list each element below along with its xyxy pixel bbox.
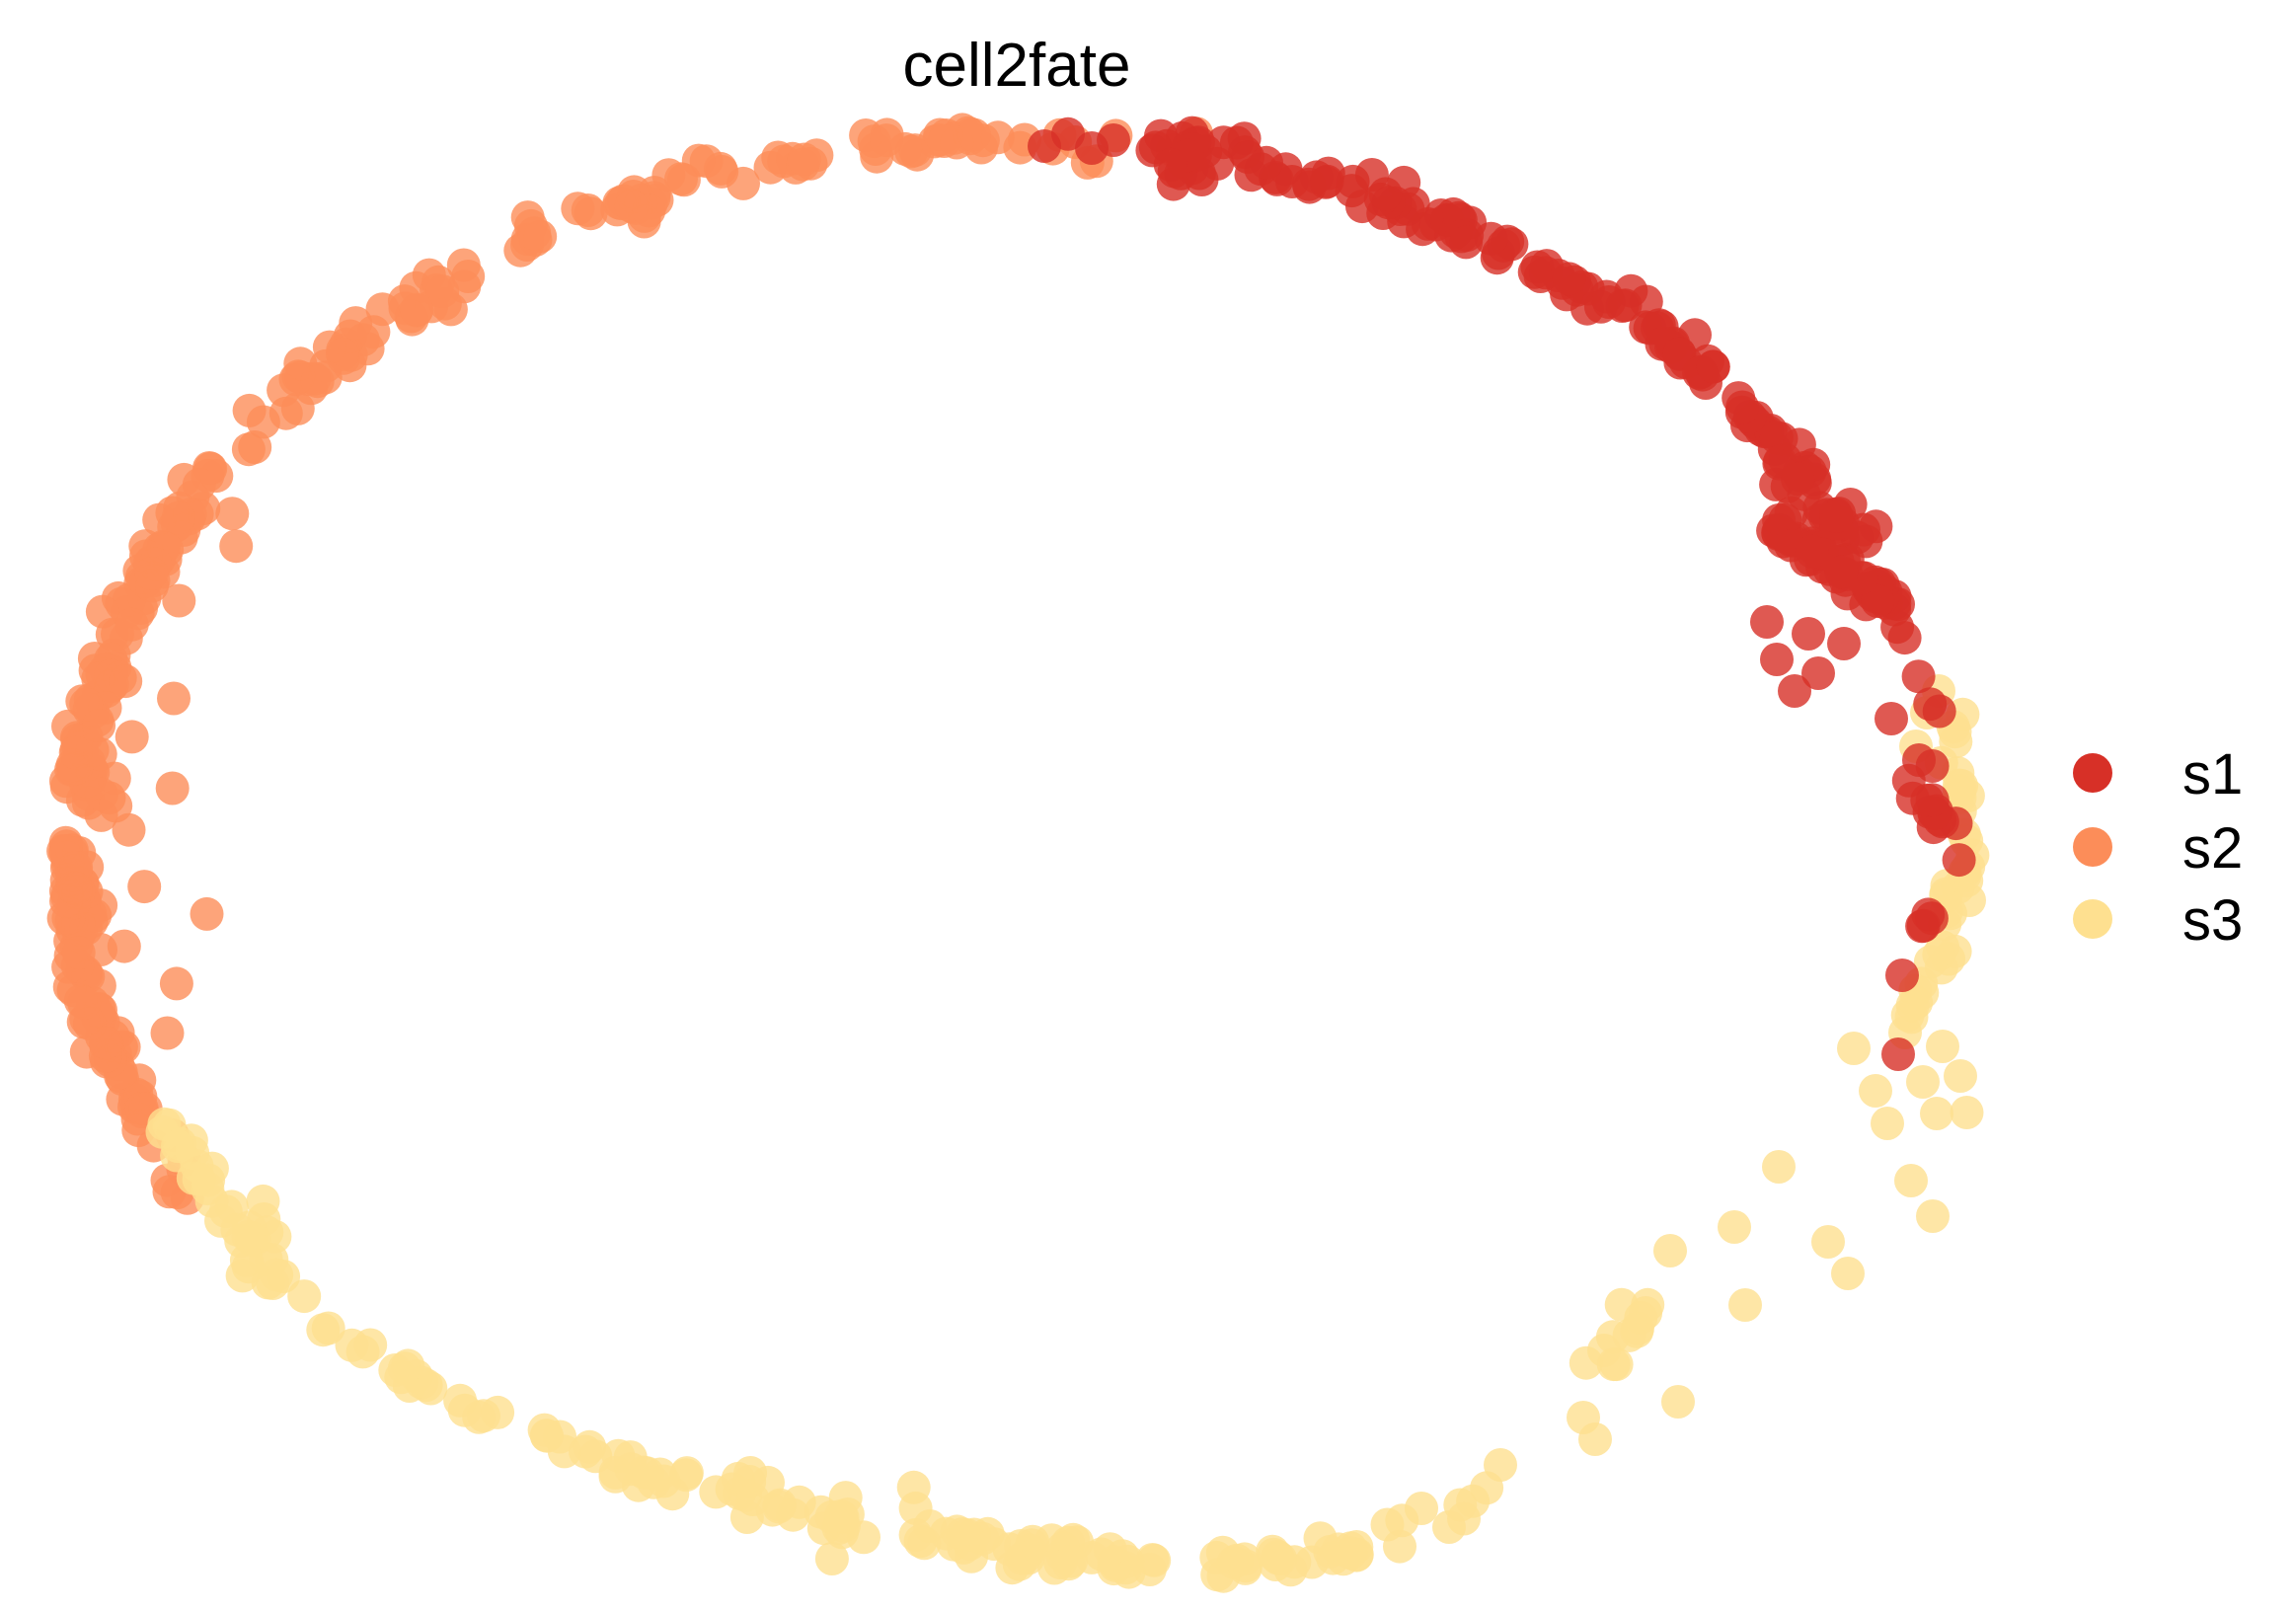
svg-text:cell2fate: cell2fate: [903, 32, 1131, 100]
svg-text:s1: s1: [2182, 742, 2243, 806]
svg-text:s2: s2: [2182, 816, 2243, 881]
svg-text:s3: s3: [2182, 888, 2243, 953]
